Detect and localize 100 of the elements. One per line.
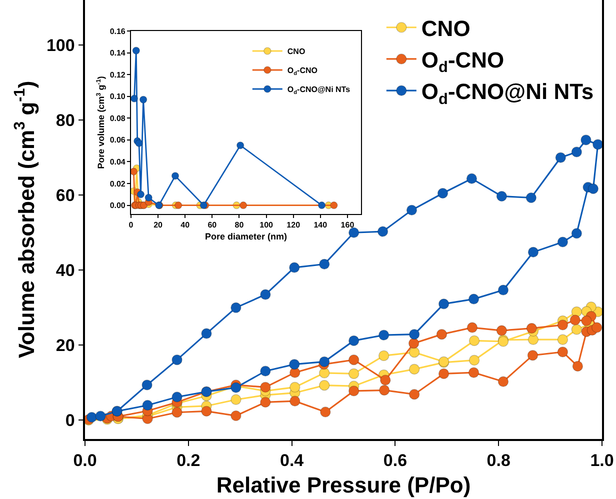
point xyxy=(588,183,599,194)
x-tick-label: 20 xyxy=(154,220,164,230)
point xyxy=(201,328,212,339)
point xyxy=(290,382,300,393)
x-tick-label: 100 xyxy=(260,220,274,230)
point xyxy=(201,406,212,417)
point xyxy=(571,324,582,335)
point xyxy=(377,226,388,237)
x-tick-label: 120 xyxy=(286,220,301,230)
point xyxy=(236,142,244,150)
point xyxy=(498,376,509,387)
x-tick-label: 160 xyxy=(340,220,355,230)
x-tick-label: 1.0 xyxy=(590,451,614,470)
point xyxy=(592,322,602,333)
point xyxy=(379,384,390,396)
point xyxy=(230,302,242,313)
point xyxy=(140,96,148,104)
legend-label: O$_{d}$-CNO xyxy=(421,48,504,76)
point xyxy=(466,322,478,333)
point xyxy=(438,298,450,310)
point xyxy=(319,368,330,378)
point xyxy=(319,380,330,391)
point xyxy=(142,400,153,411)
point xyxy=(86,412,98,423)
y-tick-label: 0.02 xyxy=(110,179,126,188)
point xyxy=(142,380,152,390)
point xyxy=(468,367,480,378)
point xyxy=(496,190,507,202)
legend-label: O$_{d}$-CNO xyxy=(287,66,318,77)
point xyxy=(555,152,566,163)
point xyxy=(469,354,480,366)
x-axis-title: Pore diameter (nm) xyxy=(204,231,288,242)
point xyxy=(406,204,418,216)
legend-label: O$_{d}$-CNO@Ni NTs xyxy=(421,79,594,108)
point xyxy=(557,320,568,330)
point xyxy=(260,396,271,408)
point xyxy=(318,201,326,210)
y-tick-label: 0.12 xyxy=(110,70,126,80)
y-tick-label: 0.08 xyxy=(110,114,126,123)
x-tick-label: 0.4 xyxy=(280,451,304,470)
point xyxy=(319,258,330,270)
point xyxy=(468,294,480,304)
legend-label: O$_{d}$-CNO@Ni NTs xyxy=(287,85,351,96)
point xyxy=(230,410,242,422)
point xyxy=(557,334,568,345)
point xyxy=(289,262,300,273)
point xyxy=(378,350,390,361)
point xyxy=(409,364,420,375)
x-tick-label: 60 xyxy=(208,220,218,230)
x-tick-label: 0.0 xyxy=(73,451,97,470)
point xyxy=(409,329,420,340)
point xyxy=(348,354,360,366)
point xyxy=(172,407,182,418)
point xyxy=(570,314,580,326)
x-tick-label: 40 xyxy=(180,220,190,230)
point xyxy=(466,173,478,184)
point xyxy=(580,134,592,146)
x-axis-title: Relative Pressure (P/Po) xyxy=(216,472,471,498)
point xyxy=(144,194,152,202)
point xyxy=(290,396,300,406)
y-tick-label: 0.16 xyxy=(110,26,126,36)
y-tick-label: 20 xyxy=(56,336,75,356)
point xyxy=(239,201,248,210)
point xyxy=(330,201,338,210)
point xyxy=(557,236,568,248)
point xyxy=(526,323,537,334)
legend-label: CNO xyxy=(421,16,470,41)
legend-label: CNO xyxy=(287,47,306,56)
y-tick-label: 0.04 xyxy=(110,158,126,167)
point xyxy=(348,386,360,396)
point xyxy=(260,382,271,393)
x-tick-label: 80 xyxy=(234,220,244,230)
point xyxy=(132,46,140,54)
y-tick-label: 80 xyxy=(56,111,75,130)
point xyxy=(348,227,360,238)
point xyxy=(496,325,507,336)
point xyxy=(557,346,568,358)
point xyxy=(408,338,420,349)
y-tick-label: 0 xyxy=(65,411,75,430)
y-tick-label: 0.00 xyxy=(110,201,126,210)
point xyxy=(438,368,450,380)
point xyxy=(571,146,582,158)
point xyxy=(172,392,182,402)
y-tick-label: 60 xyxy=(56,186,75,206)
x-tick-label: 140 xyxy=(314,220,328,230)
point xyxy=(528,246,539,258)
point xyxy=(572,360,583,372)
x-tick-label: 0.6 xyxy=(383,451,408,470)
point xyxy=(130,94,138,102)
point xyxy=(95,410,106,422)
point xyxy=(409,389,420,400)
x-tick-label: 0.2 xyxy=(176,451,200,470)
x-tick-label: 0 xyxy=(128,220,134,230)
point xyxy=(436,329,448,340)
point xyxy=(469,335,480,346)
y-tick-label: 40 xyxy=(56,261,75,280)
point xyxy=(571,228,582,239)
point xyxy=(348,335,360,346)
point xyxy=(378,330,390,340)
point xyxy=(527,350,538,361)
